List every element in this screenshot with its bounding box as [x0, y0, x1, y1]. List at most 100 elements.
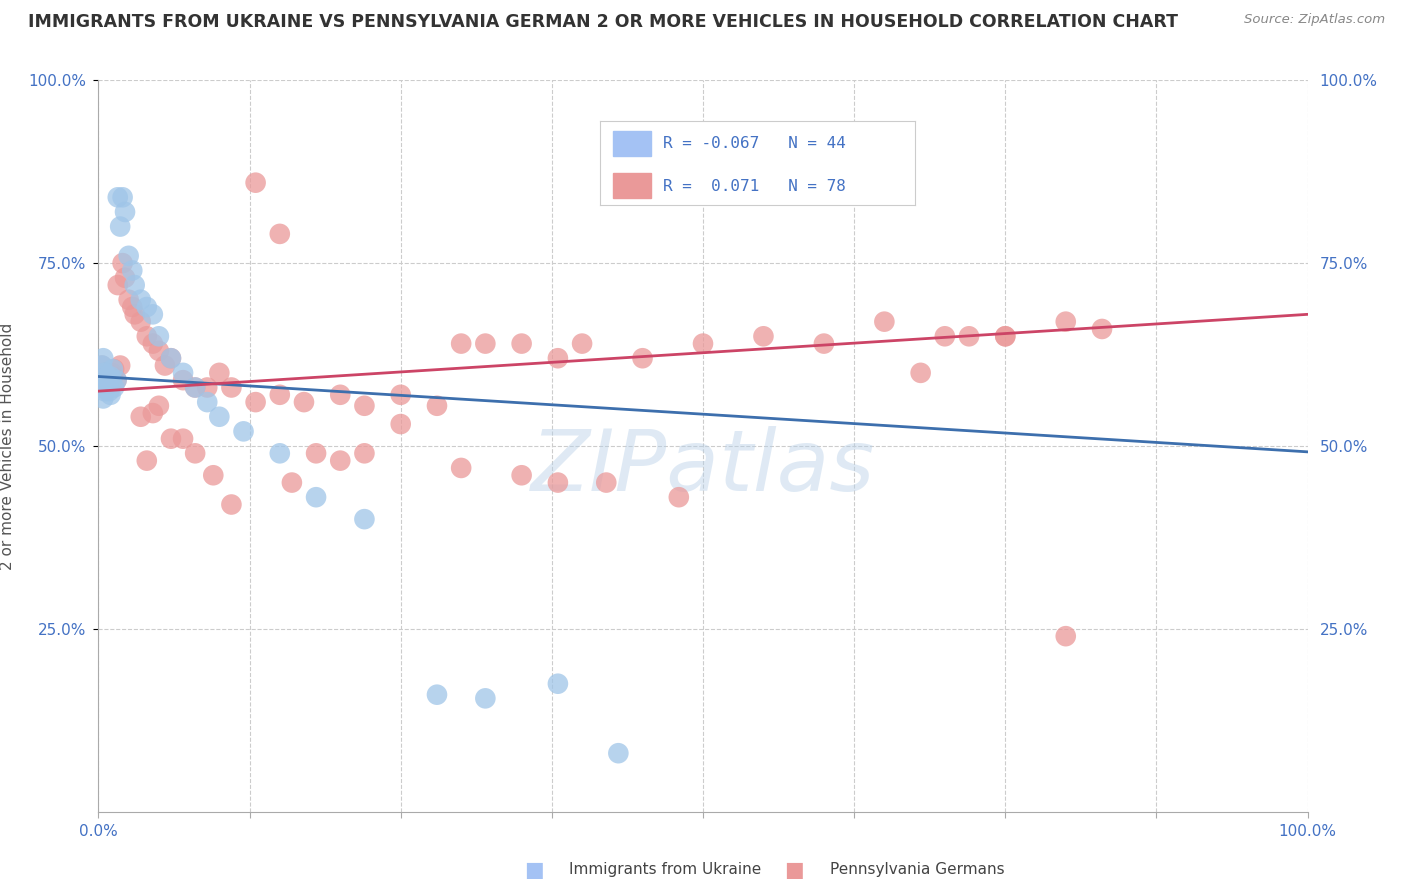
Point — [129, 409, 152, 424]
Point — [389, 388, 412, 402]
Point — [221, 498, 243, 512]
Point — [107, 278, 129, 293]
Point — [97, 376, 120, 391]
Point — [91, 392, 114, 406]
Point — [160, 351, 183, 366]
Point — [450, 461, 472, 475]
Point — [934, 329, 956, 343]
Point — [910, 366, 932, 380]
Point — [135, 300, 157, 314]
Text: Pennsylvania Germans: Pennsylvania Germans — [830, 863, 1004, 877]
Point — [121, 263, 143, 277]
Point — [135, 329, 157, 343]
Point — [101, 362, 124, 376]
Point — [269, 227, 291, 241]
Point — [1054, 315, 1077, 329]
Point — [195, 380, 218, 394]
Point — [1054, 629, 1077, 643]
Point — [107, 190, 129, 204]
Point — [172, 373, 194, 387]
Point — [631, 351, 654, 366]
Point — [91, 351, 114, 366]
Point — [142, 307, 165, 321]
Point — [148, 329, 170, 343]
Point — [232, 425, 254, 439]
Point — [450, 336, 472, 351]
Point — [153, 359, 176, 373]
Point — [148, 399, 170, 413]
Point — [208, 409, 231, 424]
Point — [118, 249, 141, 263]
Point — [124, 307, 146, 321]
Point — [108, 359, 131, 373]
Point — [547, 351, 569, 366]
Y-axis label: 2 or more Vehicles in Household: 2 or more Vehicles in Household — [0, 322, 14, 570]
Point — [93, 366, 115, 380]
Point — [111, 256, 134, 270]
Point — [208, 366, 231, 380]
Point — [111, 190, 134, 204]
Point — [100, 388, 122, 402]
Point — [90, 373, 112, 387]
Point — [124, 278, 146, 293]
Point — [510, 336, 533, 351]
Point — [329, 388, 352, 402]
Point — [105, 373, 128, 387]
Point — [103, 380, 125, 394]
Point — [269, 446, 291, 460]
Point — [90, 380, 112, 394]
Text: Immigrants from Ukraine: Immigrants from Ukraine — [569, 863, 762, 877]
Point — [148, 343, 170, 358]
Point — [426, 399, 449, 413]
Point — [97, 373, 120, 387]
Point — [93, 366, 115, 380]
Point — [142, 406, 165, 420]
Point — [103, 362, 125, 376]
Point — [114, 205, 136, 219]
Point — [96, 366, 118, 380]
Point — [595, 475, 617, 490]
Point — [353, 399, 375, 413]
Point — [98, 369, 121, 384]
Text: Source: ZipAtlas.com: Source: ZipAtlas.com — [1244, 13, 1385, 27]
Point — [353, 512, 375, 526]
Point — [389, 417, 412, 431]
Point — [114, 270, 136, 285]
Point — [101, 369, 124, 384]
Point — [98, 384, 121, 399]
Point — [329, 453, 352, 467]
Point — [269, 388, 291, 402]
Point — [184, 380, 207, 394]
Text: ■: ■ — [785, 860, 804, 880]
Point — [668, 490, 690, 504]
Point — [142, 336, 165, 351]
Point — [547, 475, 569, 490]
Point — [91, 359, 114, 373]
Point — [172, 366, 194, 380]
Point — [108, 219, 131, 234]
Point — [752, 329, 775, 343]
Point — [202, 468, 225, 483]
Point — [510, 468, 533, 483]
Point — [121, 300, 143, 314]
Point — [692, 336, 714, 351]
Point — [957, 329, 980, 343]
Point — [221, 380, 243, 394]
Point — [93, 384, 115, 399]
Point — [91, 359, 114, 373]
Point — [100, 376, 122, 391]
Point — [129, 315, 152, 329]
Point — [89, 369, 111, 384]
Point — [994, 329, 1017, 343]
Point — [100, 373, 122, 387]
Point — [571, 336, 593, 351]
Point — [184, 380, 207, 394]
Point — [96, 369, 118, 384]
Point — [118, 293, 141, 307]
Point — [547, 676, 569, 690]
Point — [105, 373, 128, 387]
Point — [94, 376, 117, 391]
Point — [426, 688, 449, 702]
Point — [90, 373, 112, 387]
Point — [607, 746, 630, 760]
